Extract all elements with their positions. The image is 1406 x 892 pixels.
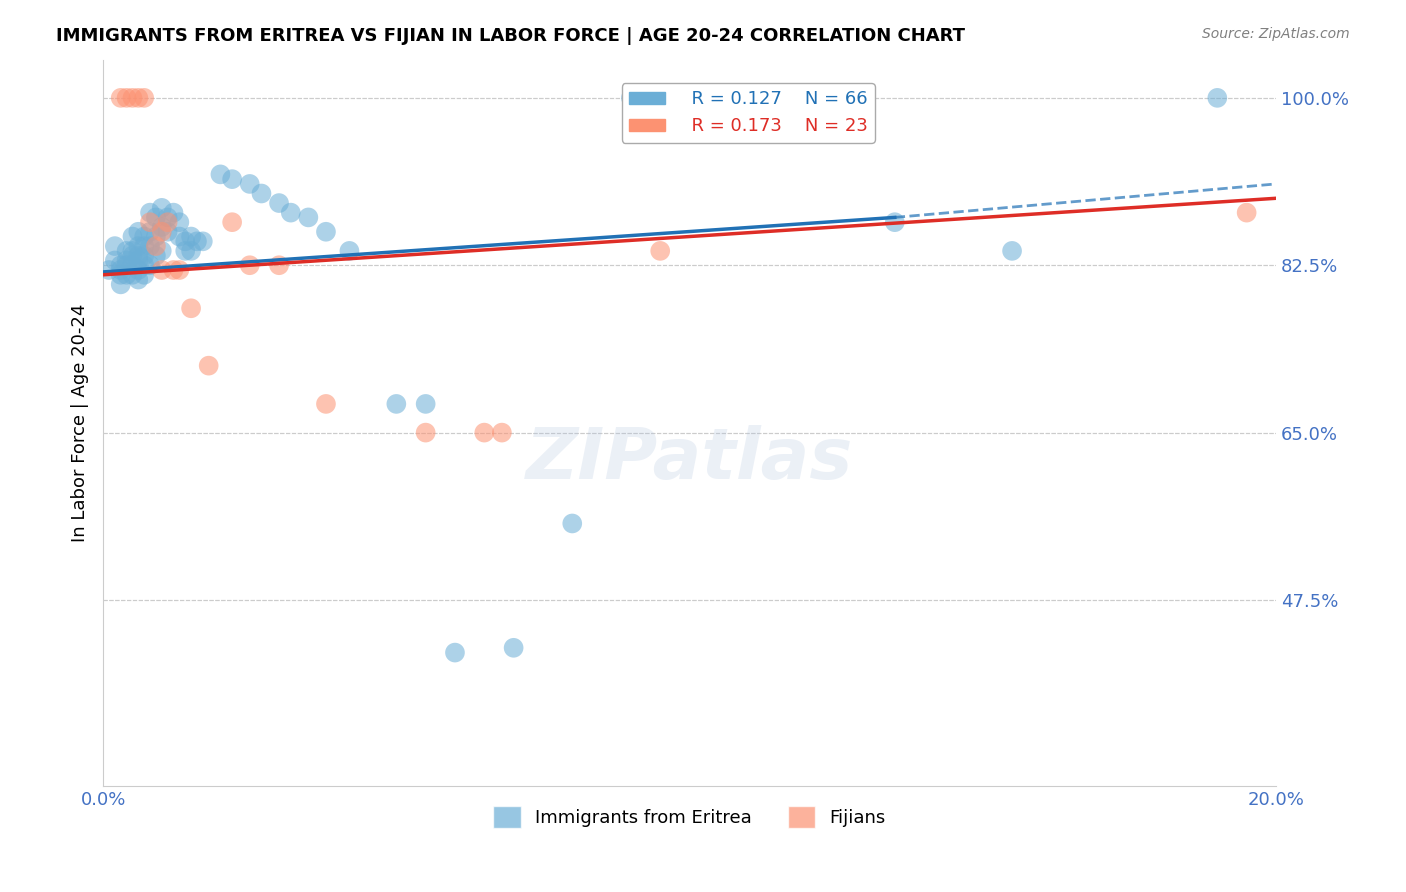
Point [444,646,467,660]
Point [339,244,361,258]
Point [104,239,127,253]
Point [134,258,156,272]
Point [267,196,290,211]
Point [139,205,162,219]
Point [121,268,143,282]
Point [186,235,208,249]
Point [139,225,162,239]
Point [162,205,184,219]
Point [174,244,197,258]
Point [127,272,149,286]
Point [134,91,156,105]
Point [110,268,132,282]
Point [315,225,337,239]
Point [127,249,149,263]
Point [620,91,643,105]
Point [115,258,138,272]
Point [221,172,243,186]
Point [139,258,162,272]
Point [315,397,337,411]
Point [110,277,132,292]
Point [883,215,905,229]
Point [121,229,143,244]
Point [139,215,162,229]
Point [209,167,232,181]
Point [1236,205,1258,219]
Point [502,640,524,655]
Point [156,225,179,239]
Point [134,249,156,263]
Point [180,301,202,316]
Point [145,249,167,263]
Point [150,219,173,234]
Point [156,211,179,225]
Point [115,253,138,268]
Point [145,229,167,244]
Point [415,397,437,411]
Point [150,244,173,258]
Point [267,258,290,272]
Point [121,91,143,105]
Point [239,177,262,191]
Point [169,229,191,244]
Point [385,397,408,411]
Point [1001,244,1024,258]
Point [110,263,132,277]
Point [221,215,243,229]
Point [134,229,156,244]
Legend: Immigrants from Eritrea, Fijians: Immigrants from Eritrea, Fijians [486,799,893,836]
Point [127,91,149,105]
Point [180,229,202,244]
Point [280,205,302,219]
Point [134,239,156,253]
Point [115,268,138,282]
Point [115,244,138,258]
Point [1206,91,1229,105]
Point [169,215,191,229]
Text: Source: ZipAtlas.com: Source: ZipAtlas.com [1202,27,1350,41]
Point [150,263,173,277]
Point [297,211,319,225]
Point [98,263,121,277]
Point [150,225,173,239]
Point [191,235,214,249]
Point [127,225,149,239]
Point [491,425,513,440]
Point [104,253,127,268]
Point [145,239,167,253]
Point [127,239,149,253]
Point [169,263,191,277]
Point [156,215,179,229]
Point [127,253,149,268]
Y-axis label: In Labor Force | Age 20-24: In Labor Force | Age 20-24 [72,304,89,542]
Point [115,91,138,105]
Point [197,359,219,373]
Point [127,263,149,277]
Text: ZIPatlas: ZIPatlas [526,425,853,494]
Point [239,258,262,272]
Point [180,244,202,258]
Point [139,239,162,253]
Point [145,211,167,225]
Point [110,258,132,272]
Point [150,201,173,215]
Point [250,186,273,201]
Point [162,263,184,277]
Point [415,425,437,440]
Text: IMMIGRANTS FROM ERITREA VS FIJIAN IN LABOR FORCE | AGE 20-24 CORRELATION CHART: IMMIGRANTS FROM ERITREA VS FIJIAN IN LAB… [56,27,966,45]
Point [174,235,197,249]
Point [472,425,495,440]
Point [121,249,143,263]
Point [134,268,156,282]
Point [110,91,132,105]
Point [650,244,672,258]
Point [561,516,583,531]
Point [121,244,143,258]
Point [121,258,143,272]
